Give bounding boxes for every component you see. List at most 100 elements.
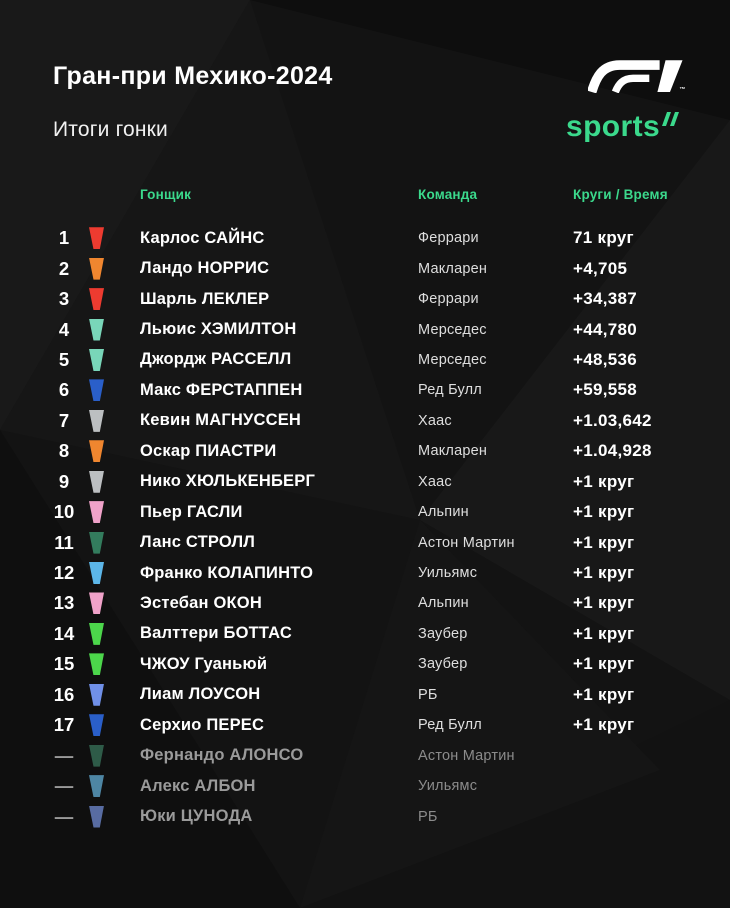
laps-time-value: +48,536 (573, 349, 638, 369)
team-name: Астон Мартин (418, 534, 515, 551)
team-color-flag-icon (89, 775, 104, 798)
position-label: 16 (53, 683, 75, 705)
table-row: 16 Лиам ЛОУСОН РБ +1 круг (0, 680, 730, 710)
position-label: 1 (58, 227, 70, 249)
table-row: 7 Кевин МАГНУССЕН Хаас +1.03,642 (0, 406, 730, 436)
position-label: 2 (58, 257, 70, 279)
team-color-flag-icon (89, 409, 104, 432)
driver-name: Юки ЦУНОДА (140, 807, 253, 826)
team-name: РБ (418, 808, 438, 825)
driver-name: Ланс СТРОЛЛ (140, 533, 256, 552)
driver-name: Серхио ПЕРЕС (140, 715, 265, 734)
team-name: Ред Булл (418, 717, 482, 734)
laps-time-value: +1 круг (573, 471, 635, 491)
laps-time-value: +1 круг (573, 654, 635, 674)
driver-name: Лиам ЛОУСОН (140, 685, 261, 704)
table-row: 13 Эстебан ОКОН Альпин +1 круг (0, 588, 730, 618)
table-row: — Алекс АЛБОН Уильямс (0, 771, 730, 801)
team-name: Астон Мартин (418, 747, 515, 764)
team-color-flag-icon (89, 440, 104, 463)
laps-time-value: 71 круг (573, 228, 634, 248)
team-name: Альпин (418, 504, 469, 521)
sports-flag-icon (662, 112, 680, 126)
col-header-driver: Гонщик (140, 187, 192, 202)
col-header-team: Команда (418, 187, 478, 202)
f1-logo-icon (587, 60, 683, 94)
position-label: — (54, 775, 74, 797)
laps-time-value: +1 круг (573, 502, 635, 522)
f1-logo: ™ (587, 57, 686, 97)
laps-time-value: +1 круг (573, 715, 635, 735)
driver-name: Джордж РАССЕЛЛ (140, 350, 292, 369)
team-color-flag-icon (89, 348, 104, 371)
laps-time-value: +59,558 (573, 380, 638, 400)
driver-name: Льюис ХЭМИЛТОН (140, 320, 297, 339)
position-label: 3 (58, 288, 70, 310)
driver-name: Нико ХЮЛЬКЕНБЕРГ (140, 472, 316, 491)
position-label: 9 (58, 470, 70, 492)
team-color-flag-icon (89, 227, 104, 250)
table-header-row: Гонщик Команда Круги / Время (0, 187, 730, 202)
team-name: Хаас (418, 473, 452, 490)
laps-time-value: +1 круг (573, 623, 635, 643)
laps-time-value: +1.04,928 (573, 441, 652, 461)
team-name: Заубер (418, 625, 468, 642)
team-name: Феррари (418, 230, 479, 247)
team-name: Заубер (418, 656, 468, 673)
driver-name: Ландо НОРРИС (140, 259, 270, 278)
team-name: Уильямс (418, 565, 478, 582)
table-row: — Юки ЦУНОДА РБ (0, 801, 730, 831)
team-name: Ред Булл (418, 382, 482, 399)
table-row: — Фернандо АЛОНСО Астон Мартин (0, 740, 730, 770)
f1-trademark: ™ (679, 87, 686, 93)
laps-time-value: +1.03,642 (573, 410, 652, 430)
table-row: 15 ЧЖОУ Гуаньюй Заубер +1 круг (0, 649, 730, 679)
driver-name: Кевин МАГНУССЕН (140, 411, 302, 430)
col-header-time: Круги / Время (573, 187, 668, 202)
team-color-flag-icon (89, 622, 104, 645)
table-row: 12 Франко КОЛАПИНТО Уильямс +1 круг (0, 558, 730, 588)
team-color-flag-icon (89, 531, 104, 554)
sports-wordmark: sports (566, 110, 661, 143)
driver-name: Макс ФЕРСТАППЕН (140, 380, 303, 399)
driver-name: Эстебан ОКОН (140, 593, 262, 612)
table-row: 5 Джордж РАССЕЛЛ Мерседес +48,536 (0, 345, 730, 375)
table-row: 3 Шарль ЛЕКЛЕР Феррари +34,387 (0, 284, 730, 314)
table-row: 6 Макс ФЕРСТАППЕН Ред Булл +59,558 (0, 375, 730, 405)
position-label: 4 (58, 318, 70, 340)
page-title: Гран-при Мехико-2024 (53, 62, 333, 90)
team-name: Макларен (418, 260, 488, 277)
position-label: 17 (53, 714, 75, 736)
table-row: 8 Оскар ПИАСТРИ Макларен +1.04,928 (0, 436, 730, 466)
team-name: Мерседес (418, 321, 487, 338)
team-color-flag-icon (89, 744, 104, 767)
driver-name: ЧЖОУ Гуаньюй (140, 654, 268, 673)
team-color-flag-icon (89, 805, 104, 828)
team-name: Альпин (418, 595, 469, 612)
page-subtitle: Итоги гонки (53, 118, 168, 141)
driver-name: Карлос САЙНС (140, 228, 265, 247)
driver-name: Валттери БОТТАС (140, 624, 292, 643)
team-name: Уильямс (418, 778, 478, 795)
table-row: 11 Ланс СТРОЛЛ Астон Мартин +1 круг (0, 527, 730, 557)
driver-name: Франко КОЛАПИНТО (140, 563, 314, 582)
position-label: 7 (58, 409, 70, 431)
team-name: Хаас (418, 412, 452, 429)
team-color-flag-icon (89, 470, 104, 493)
team-color-flag-icon (89, 318, 104, 341)
sports-logo: sports (566, 110, 680, 144)
position-label: 8 (58, 440, 70, 462)
driver-name: Пьер ГАСЛИ (140, 502, 243, 521)
team-color-flag-icon (89, 257, 104, 280)
team-name: Макларен (418, 443, 488, 460)
team-color-flag-icon (89, 501, 104, 524)
table-row: 1 Карлос САЙНС Феррари 71 круг (0, 223, 730, 253)
position-label: 11 (54, 531, 74, 553)
position-label: 5 (58, 348, 70, 370)
table-row: 14 Валттери БОТТАС Заубер +1 круг (0, 619, 730, 649)
table-row: 2 Ландо НОРРИС Макларен +4,705 (0, 253, 730, 283)
team-color-flag-icon (89, 562, 104, 585)
position-label: 13 (53, 592, 75, 614)
driver-name: Шарль ЛЕКЛЕР (140, 289, 270, 308)
